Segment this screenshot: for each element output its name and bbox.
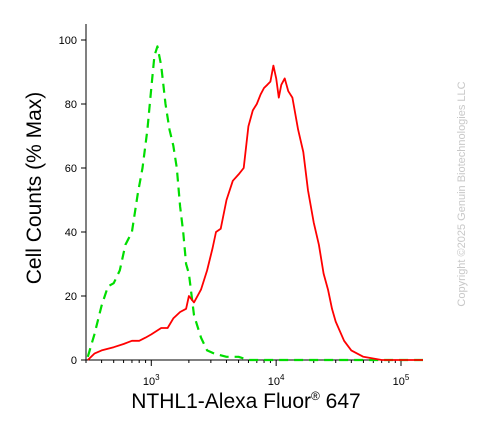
y-tick-label: 0 [71, 355, 77, 367]
series-layer [86, 45, 423, 362]
y-tick-label: 20 [65, 291, 77, 303]
y-tick-label: 40 [65, 227, 77, 239]
x-axis-title: NTHL1-Alexa Fluor® 647 [131, 389, 360, 413]
x-tick-label: 103 [143, 373, 160, 388]
series-sample-line [87, 64, 423, 361]
copyright-watermark: Copyright ©2025 Genuin Biotechnologies L… [456, 81, 468, 306]
x-axis: 103 104 105 [85, 360, 410, 388]
y-axis-title: Cell Counts (% Max) [23, 92, 46, 285]
x-tick-label: 104 [268, 373, 285, 388]
y-tick-label: 80 [65, 99, 77, 111]
x-axis-title-main: NTHL1-Alexa Fluor [131, 390, 311, 413]
x-axis-title-registered-mark: ® [311, 389, 320, 403]
y-tick-label: 100 [59, 35, 77, 47]
x-axis-title-tail: 647 [320, 390, 361, 413]
plot-frame [85, 24, 423, 361]
y-tick-label: 60 [65, 163, 77, 175]
x-tick-label: 105 [393, 373, 410, 388]
series-control-dashed-line [86, 45, 423, 362]
y-axis: 0 20 40 60 80 100 [59, 35, 86, 367]
